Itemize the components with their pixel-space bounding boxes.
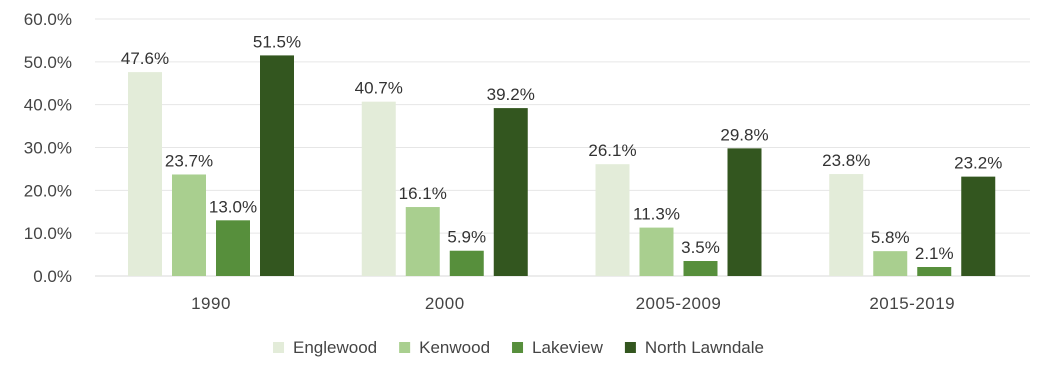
x-tick-label: 2005-2009 (636, 294, 722, 313)
legend-swatch (273, 342, 285, 353)
bar (361, 101, 396, 276)
x-tick-label: 1990 (191, 294, 231, 313)
data-label: 26.1% (588, 141, 636, 160)
bar (683, 261, 718, 276)
y-tick-label: 60.0% (24, 10, 72, 29)
bar (873, 251, 908, 276)
bar (595, 164, 630, 276)
bar (405, 207, 440, 276)
legend-label: North Lawndale (645, 338, 764, 357)
data-label: 47.6% (121, 49, 169, 68)
data-label: 39.2% (487, 85, 535, 104)
bar (260, 55, 294, 277)
data-label: 5.9% (447, 228, 486, 247)
y-tick-label: 10.0% (24, 224, 72, 243)
bar (961, 176, 996, 276)
legend-swatch (624, 342, 636, 353)
data-label: 16.1% (399, 184, 447, 203)
legend: Englewood Kenwood Lakeview North Lawndale (273, 338, 764, 357)
y-tick-label: 20.0% (24, 181, 72, 200)
data-label: 5.8% (871, 228, 910, 247)
bar (727, 148, 762, 276)
data-label: 2.1% (915, 244, 954, 263)
data-label: 51.5% (253, 32, 301, 51)
y-tick-label: 30.0% (24, 139, 72, 158)
data-label: 23.7% (165, 151, 213, 170)
data-labels: 47.6% 23.7% 13.0% 51.5% 40.7% 16.1% 5.9% 39.2% 2… (121, 32, 1002, 263)
data-label: 23.8% (822, 151, 870, 170)
data-label: 23.2% (954, 154, 1002, 173)
x-tick-label: 2000 (425, 294, 465, 313)
y-tick-label: 50.0% (24, 53, 72, 72)
bar (639, 227, 674, 276)
data-label: 3.5% (681, 238, 720, 257)
legend-swatch (399, 342, 411, 353)
bars (128, 55, 996, 277)
bar (172, 174, 206, 276)
bar (449, 250, 484, 276)
bar (493, 108, 528, 277)
data-label: 11.3% (633, 205, 680, 224)
legend-label: Englewood (293, 338, 377, 357)
data-label: 13.0% (209, 197, 257, 216)
legend-swatch (512, 342, 524, 353)
data-label: 29.8% (720, 125, 768, 144)
gridlines (95, 18, 1030, 277)
x-tick-label: 2015-2019 (869, 294, 955, 313)
legend-label: Lakeview (532, 338, 604, 357)
bar (917, 267, 952, 276)
y-tick-label: 0.0% (33, 267, 72, 286)
y-axis-ticks: 0.0% 10.0% 20.0% 30.0% 40.0% 50.0% 60.0% (24, 10, 72, 286)
data-label: 40.7% (355, 79, 403, 98)
bar (216, 220, 250, 276)
y-tick-label: 40.0% (24, 96, 72, 115)
legend-label: Kenwood (419, 338, 490, 357)
bar (829, 174, 864, 276)
x-axis-ticks: 1990 2000 2005-2009 2015-2019 (191, 294, 955, 313)
bar (128, 72, 162, 276)
